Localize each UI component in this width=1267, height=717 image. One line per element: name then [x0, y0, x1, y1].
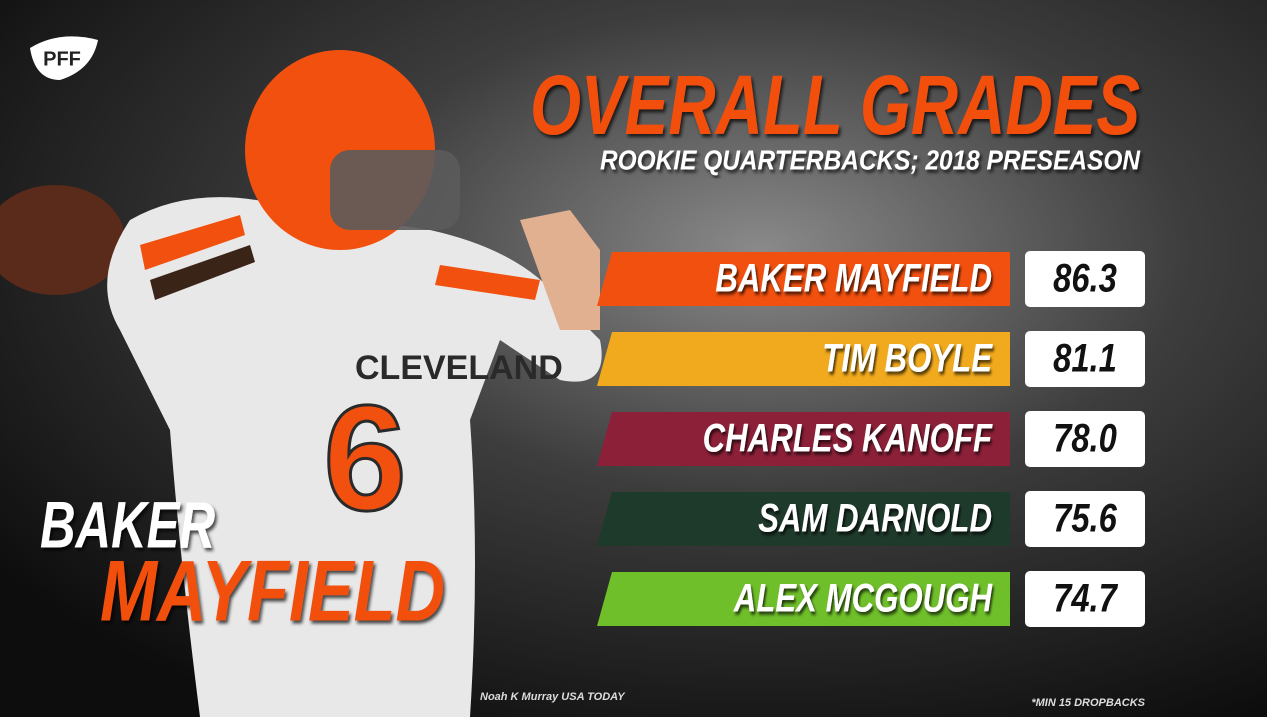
logo: PFF [43, 48, 81, 70]
player-illustration: CLEVELAND 6 [0, 50, 602, 717]
grade-rows: BAKER MAYFIELD 86.3 TIM BOYLE 81.1 CHARLES K… [597, 251, 1145, 627]
title: OVERALL GRADES [530, 58, 1140, 152]
player-name: BAKER MAYFIELD [715, 256, 992, 301]
player-name: CHARLES KANOFF [703, 416, 993, 461]
grade-box [1025, 411, 1145, 467]
footnote: *MIN 15 DROPBACKS [1031, 697, 1145, 709]
grade-value: 78.0 [1053, 415, 1117, 460]
featured-first-name: BAKER [40, 487, 215, 561]
player-name: ALEX MCGOUGH [733, 576, 993, 621]
subtitle: ROOKIE QUARTERBACKS; 2018 PRESEASON [600, 144, 1141, 175]
grade-value: 74.7 [1053, 575, 1118, 620]
grade-box [1025, 251, 1145, 307]
grade-bar [597, 412, 1010, 466]
grade-value: 86.3 [1053, 255, 1117, 300]
grade-box [1025, 571, 1145, 627]
photo-credit: Noah K Murray USA TODAY [480, 691, 626, 703]
jersey-number: 6 [323, 374, 406, 542]
logo-shape [30, 36, 98, 80]
grade-box [1025, 331, 1145, 387]
jersey-text: CLEVELAND [355, 349, 563, 387]
grade-bar [597, 572, 1010, 626]
grade-value: 75.6 [1053, 495, 1117, 540]
player-name: TIM BOYLE [822, 336, 993, 381]
grade-bar [597, 332, 1010, 386]
grade-value: 81.1 [1053, 335, 1117, 380]
player-name: SAM DARNOLD [758, 496, 992, 541]
grade-bar [597, 492, 1010, 546]
grade-box [1025, 491, 1145, 547]
featured-last-name: MAYFIELD [100, 544, 445, 640]
grade-bar [597, 252, 1010, 306]
